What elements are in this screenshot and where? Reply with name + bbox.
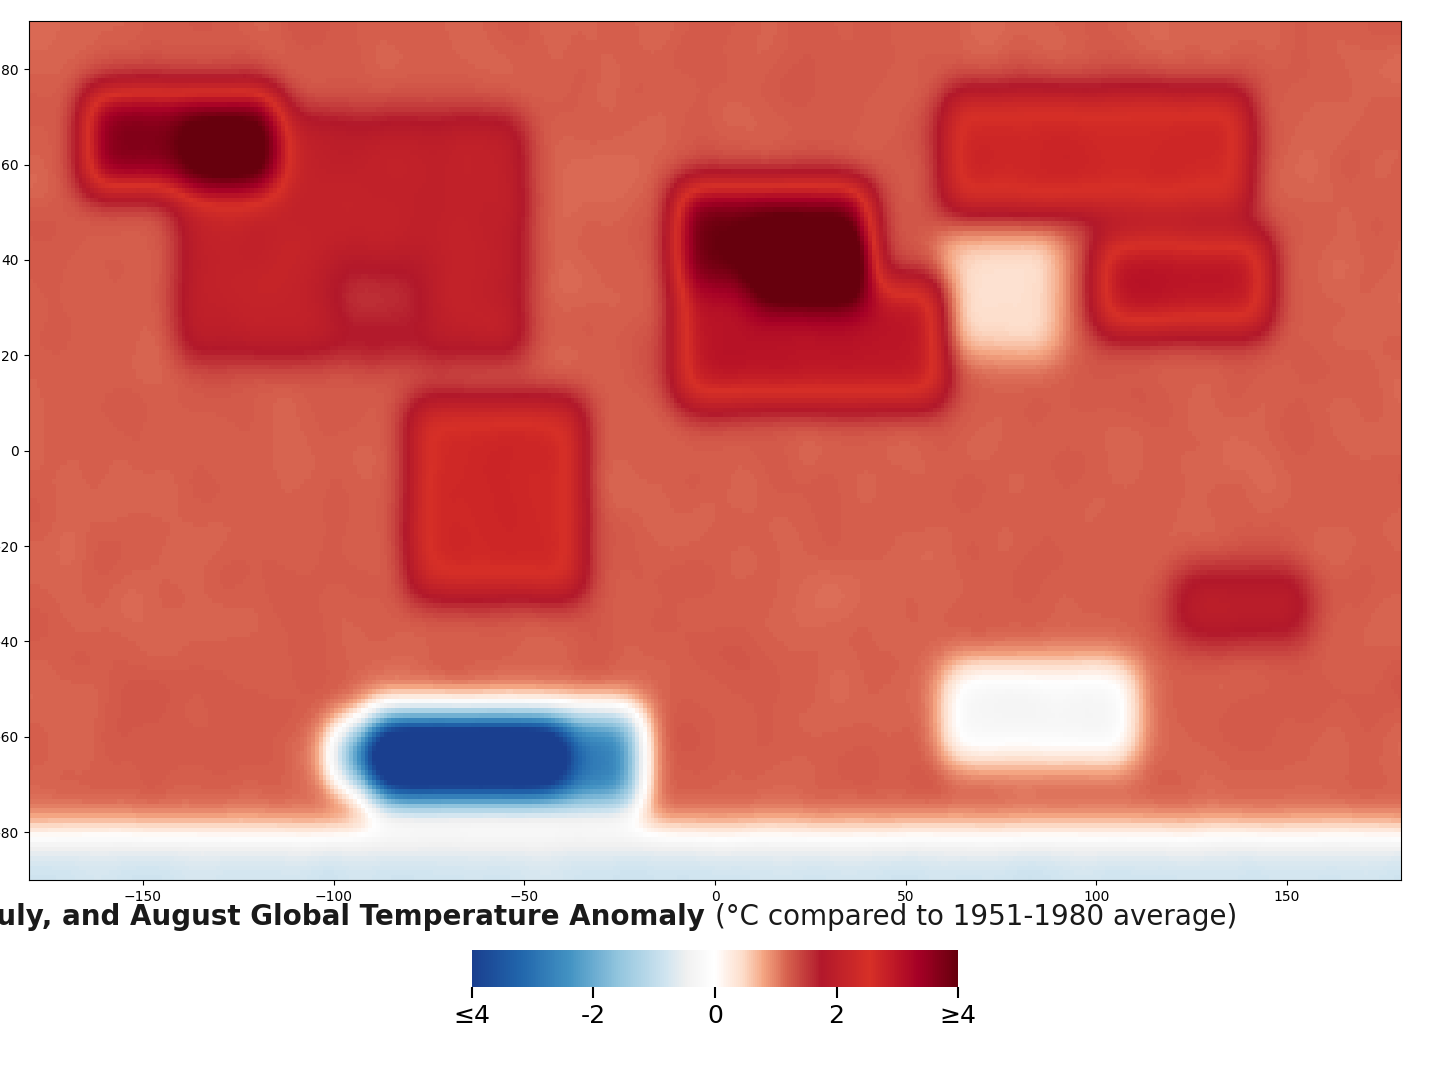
Text: (°C compared to 1951-1980 average): (°C compared to 1951-1980 average) <box>715 903 1237 931</box>
Text: June, July, and August Global Temperature Anomaly: June, July, and August Global Temperatur… <box>0 903 715 931</box>
